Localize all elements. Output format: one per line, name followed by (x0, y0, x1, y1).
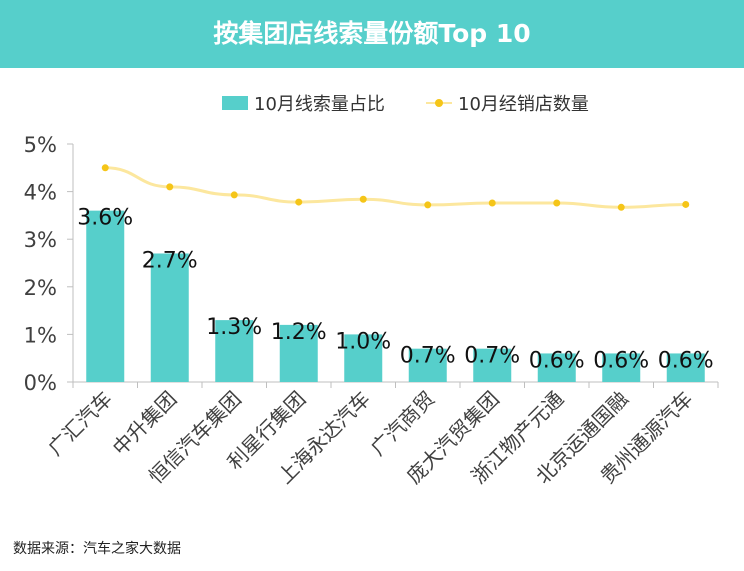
bar (279, 324, 318, 382)
legend: 10月线索量占比 10月经销店数量 (0, 90, 744, 116)
bar (215, 320, 254, 382)
x-category-label: 广汇汽车 (43, 387, 117, 461)
bar-value-label: 1.3% (206, 315, 262, 340)
y-tick-label: 0% (24, 371, 57, 395)
legend-bar-label: 10月线索量占比 (254, 94, 385, 115)
y-tick-label: 5% (24, 133, 57, 157)
bar-value-label: 0.7% (400, 344, 456, 369)
line-point (553, 199, 561, 207)
bar (602, 353, 641, 382)
bar-value-label: 0.6% (658, 348, 714, 373)
line-point (101, 164, 109, 172)
bar (150, 253, 189, 382)
bar-value-label: 2.7% (142, 248, 198, 273)
y-tick-label: 4% (24, 181, 57, 205)
line-point (617, 203, 625, 211)
bar (537, 353, 576, 382)
y-tick-label: 3% (24, 228, 57, 252)
bar (666, 353, 705, 382)
line-point (230, 191, 238, 199)
line-series (105, 166, 686, 209)
bar-value-label: 0.6% (529, 348, 585, 373)
bar (473, 348, 512, 382)
legend-line-label: 10月经销店数量 (458, 94, 589, 115)
line-point (166, 183, 174, 191)
line-point (424, 201, 432, 209)
y-tick-label: 1% (24, 323, 57, 347)
legend-bar-swatch (222, 96, 248, 110)
legend-item-bar: 10月线索量占比 (222, 90, 385, 116)
legend-line-swatch (426, 96, 452, 110)
line-point (359, 195, 367, 203)
line-point (682, 200, 690, 208)
bar-value-label: 3.6% (77, 206, 133, 231)
y-tick-label: 2% (24, 276, 57, 300)
chart-title: 按集团店线索量份额Top 10 (213, 19, 531, 48)
bar-value-label: 0.6% (593, 348, 649, 373)
line-point (295, 198, 303, 206)
title-banner (0, 0, 744, 68)
bar-value-label: 1.0% (335, 329, 391, 354)
bar-value-label: 0.7% (464, 344, 520, 369)
line-point (488, 199, 496, 207)
legend-item-line: 10月经销店数量 (426, 90, 589, 116)
bar-value-label: 1.2% (271, 320, 327, 345)
data-source: 数据来源：汽车之家大数据 (13, 541, 181, 557)
bar (344, 334, 383, 382)
bar (408, 348, 447, 382)
bar (86, 210, 125, 382)
